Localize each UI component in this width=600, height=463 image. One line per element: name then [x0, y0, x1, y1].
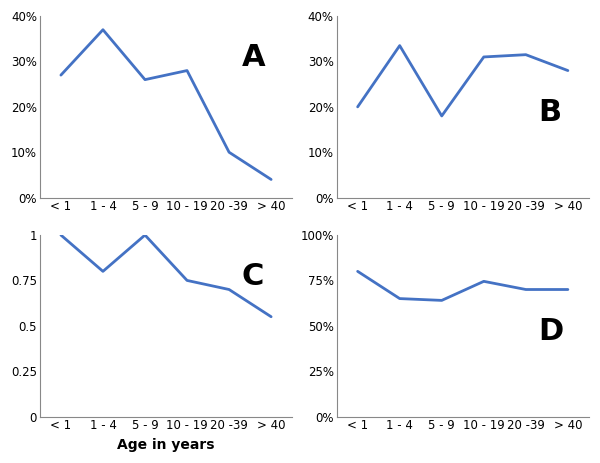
- X-axis label: Age in years: Age in years: [117, 438, 215, 452]
- Text: C: C: [242, 262, 264, 291]
- Text: D: D: [538, 317, 563, 346]
- Text: B: B: [538, 98, 562, 127]
- Text: A: A: [242, 44, 265, 72]
